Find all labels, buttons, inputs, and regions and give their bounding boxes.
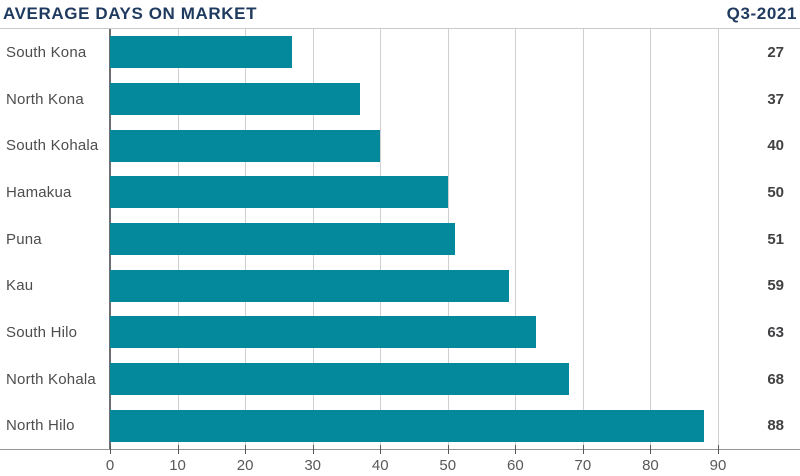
chart-period-label: Q3-2021 (726, 4, 797, 23)
bar-row: North Hilo 88 (0, 402, 800, 449)
axis-tick (312, 445, 314, 454)
value-label: 50 (767, 183, 784, 201)
bar-track (110, 83, 718, 115)
bar-row: South Hilo 63 (0, 309, 800, 356)
category-label: South Kona (6, 43, 87, 61)
axis-tick (110, 445, 111, 454)
axis-tick-label: 30 (304, 457, 321, 474)
gridline (650, 29, 652, 449)
bar-rows: South Kona 27 North Kona 37 South Kohala 40 Ha… (0, 29, 800, 449)
gridline (515, 29, 517, 449)
gridline (582, 29, 584, 449)
axis-tick (650, 445, 652, 454)
bar-row: North Kohala 68 (0, 356, 800, 403)
plot-area: South Kona 27 North Kona 37 South Kohala 40 Ha… (0, 29, 800, 449)
value-label: 37 (767, 90, 784, 108)
axis-tick-label: 90 (709, 457, 727, 474)
bar (110, 223, 455, 256)
value-label: 51 (767, 230, 784, 248)
bar (110, 129, 381, 162)
bar-row: Puna 51 (0, 216, 800, 263)
bar-track (110, 36, 718, 69)
bar-track (110, 409, 718, 442)
bar (110, 409, 705, 442)
axis-tick-label: 20 (236, 457, 254, 474)
bar (110, 363, 570, 396)
category-label: North Kona (6, 90, 84, 108)
bar-row: Hamakua 50 (0, 169, 800, 216)
value-label: 27 (767, 43, 784, 61)
x-axis-line (0, 449, 800, 450)
value-label: 40 (767, 137, 784, 155)
bar-row: South Kohala 40 (0, 122, 800, 169)
bar-track (110, 363, 718, 396)
axis-tick (177, 445, 179, 454)
axis-tick (515, 445, 517, 454)
bar-track (110, 129, 718, 162)
gridline (718, 29, 719, 449)
bar-track (110, 176, 718, 209)
value-label: 68 (767, 370, 784, 388)
axis-tick (582, 445, 584, 454)
value-label: 88 (767, 417, 784, 435)
bar-row: South Kona 27 (0, 29, 800, 76)
bar (110, 176, 448, 209)
bar (110, 316, 536, 349)
axis-tick-label: 0 (105, 457, 115, 474)
axis-tick-label: 80 (642, 457, 659, 474)
axis-tick-label: 10 (169, 457, 186, 474)
bar-track (110, 269, 718, 302)
axis-tick (447, 445, 449, 454)
bar (110, 269, 509, 302)
bar (110, 36, 293, 69)
category-label: South Kohala (6, 137, 99, 155)
bar-row: North Kona 37 (0, 76, 800, 123)
bar-track (110, 316, 718, 349)
axis-tick (718, 445, 719, 454)
value-label: 59 (767, 277, 784, 295)
category-label: South Hilo (6, 323, 78, 341)
axis-tick (245, 445, 247, 454)
bar (110, 83, 360, 115)
bar-track (110, 223, 718, 256)
category-label: North Kohala (6, 370, 96, 388)
x-axis: 0 10 20 30 40 50 60 70 80 90 (0, 445, 800, 476)
category-label: Kau (6, 277, 34, 295)
category-label: Puna (6, 230, 42, 248)
axis-tick-label: 60 (506, 457, 524, 474)
chart-header: AVERAGE DAYS ON MARKET Q3-2021 (0, 0, 800, 29)
axis-tick (380, 445, 382, 454)
bar-row: Kau 59 (0, 262, 800, 309)
value-label: 63 (767, 323, 784, 341)
category-label: North Hilo (6, 417, 75, 435)
axis-tick-label: 70 (574, 457, 592, 474)
axis-tick-label: 50 (439, 457, 457, 474)
chart-title: AVERAGE DAYS ON MARKET (3, 4, 258, 23)
category-label: Hamakua (6, 183, 72, 201)
axis-tick-label: 40 (371, 457, 389, 474)
